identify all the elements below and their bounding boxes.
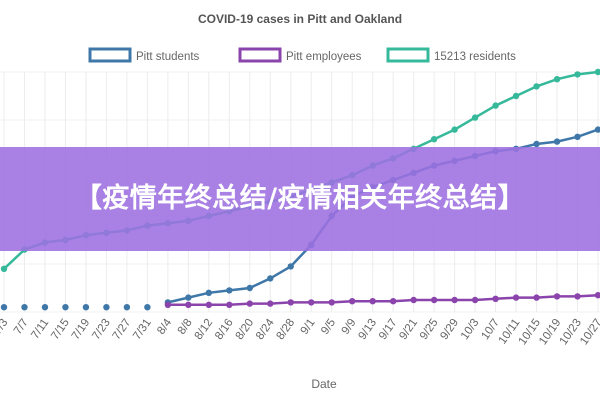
data-point <box>164 301 172 308</box>
data-point <box>82 304 90 311</box>
data-point <box>226 301 233 308</box>
data-point <box>369 298 376 305</box>
data-point <box>144 304 151 311</box>
data-point <box>103 304 110 311</box>
x-tick-label: 9/9 <box>340 317 359 337</box>
data-point <box>349 298 356 305</box>
x-tick-label: 7/7 <box>12 317 31 337</box>
data-point <box>41 304 49 311</box>
x-tick-label: 8/28 <box>275 317 298 342</box>
x-tick-label: 7/31 <box>131 317 154 342</box>
legend-label: Pitt students <box>136 51 200 63</box>
data-point <box>410 296 417 304</box>
data-point <box>471 296 479 304</box>
legend-swatch <box>88 47 132 63</box>
data-point <box>62 304 69 311</box>
x-tick-label: 8/20 <box>234 317 257 342</box>
data-point <box>553 138 561 145</box>
data-point <box>0 265 8 272</box>
data-point <box>205 301 213 308</box>
data-point <box>574 293 581 300</box>
x-axis-label: Date <box>311 377 337 391</box>
x-tick-label: 9/5 <box>319 317 338 337</box>
data-point <box>123 304 131 311</box>
data-point <box>533 140 540 148</box>
x-tick-label: 8/8 <box>176 317 195 337</box>
x-tick-label: 9/17 <box>377 317 400 342</box>
x-tick-label: 7/11 <box>29 317 51 342</box>
data-point <box>267 275 274 282</box>
legend-swatch <box>238 47 282 63</box>
data-point <box>492 295 499 302</box>
x-tick-label: 8/12 <box>193 317 216 342</box>
x-tick-label: 7/19 <box>70 317 93 342</box>
x-tick-label: 7/15 <box>49 317 72 342</box>
x-tick-label: 9/21 <box>397 317 420 342</box>
data-point <box>267 300 274 307</box>
data-point <box>185 294 192 301</box>
x-tick-label: 9/1 <box>299 317 318 337</box>
data-point <box>430 136 438 143</box>
data-point <box>246 300 253 307</box>
data-point <box>308 299 315 306</box>
data-point <box>21 304 28 311</box>
data-point <box>226 287 233 294</box>
data-point <box>553 293 561 300</box>
x-tick-label: 8/4 <box>155 316 174 336</box>
overlay-banner: 【疫情年终总结/疫情相关年终总结】 <box>0 147 600 251</box>
data-point <box>512 92 520 100</box>
legend-label: Pitt employees <box>286 51 362 63</box>
data-point <box>205 289 213 296</box>
legend-label: 15213 residents <box>434 51 516 63</box>
x-tick-label: 7/23 <box>90 317 113 342</box>
data-point <box>574 133 581 140</box>
data-point <box>451 126 458 133</box>
data-point <box>389 298 397 305</box>
data-point <box>185 301 192 308</box>
x-tick-label: 10/27 <box>578 317 600 347</box>
x-tick-label: 7/3 <box>0 317 10 337</box>
chart-title: COVID-19 cases in Pitt and Oakland <box>198 12 402 26</box>
data-point <box>287 299 294 306</box>
data-point <box>533 294 540 301</box>
series-line <box>167 293 599 307</box>
data-point <box>492 102 499 109</box>
data-point <box>533 83 540 90</box>
data-point <box>553 76 561 83</box>
banner-text: 【疫情年终总结/疫情相关年终总结】 <box>74 183 526 214</box>
x-tick-label: 9/13 <box>356 317 379 342</box>
legend-swatch <box>386 47 430 63</box>
x-tick-label: 9/29 <box>438 317 461 342</box>
x-tick-label: 8/24 <box>254 316 277 342</box>
x-tick-label: 9/25 <box>418 317 441 342</box>
x-tick-label: 7/27 <box>111 317 134 342</box>
data-point <box>0 304 8 311</box>
data-point <box>594 68 600 76</box>
data-point <box>594 126 600 133</box>
data-point <box>574 71 581 78</box>
data-point <box>512 294 520 301</box>
data-point <box>287 263 294 270</box>
x-tick-label: 8/16 <box>213 317 236 342</box>
x-tick-label: 10/3 <box>459 317 482 342</box>
data-point <box>328 299 335 306</box>
data-point <box>471 114 479 121</box>
data-point <box>594 292 600 299</box>
data-point <box>451 296 458 304</box>
data-point <box>246 284 253 292</box>
data-point <box>430 296 438 304</box>
